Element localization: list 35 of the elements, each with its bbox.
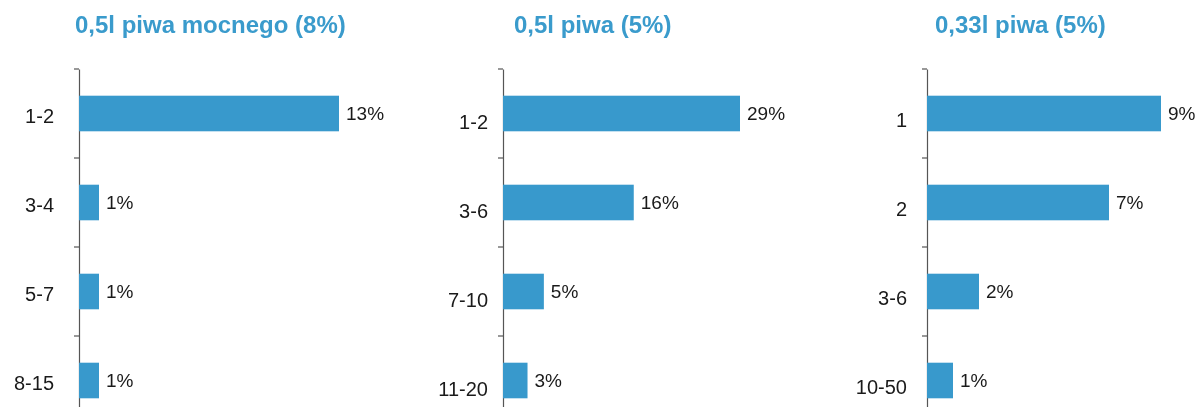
chart-title: 0,5l piwa (5%) [514,11,672,38]
data-label: 9% [1168,103,1196,125]
bar [503,362,528,399]
y-tick-label: 1 [895,108,907,131]
y-tick-label: 11-20 [438,377,488,400]
y-tick-label: 10-50 [855,375,907,398]
bar [927,362,953,399]
data-label: 2% [986,281,1014,303]
data-label: 13% [346,103,385,125]
bar [927,95,1161,132]
y-tick-label: 3-4 [25,193,54,216]
y-tick-label: 1-2 [459,110,488,133]
data-label: 1% [106,281,134,303]
y-tick-label: 7-10 [447,288,488,311]
y-tick-label: 3-6 [878,286,907,309]
bar [503,95,740,132]
bar [927,184,1109,221]
data-label: 5% [550,281,579,303]
bar [503,273,544,310]
chart-title: 0,33l piwa (5%) [935,11,1106,38]
y-tick-label: 2 [895,197,907,220]
bar [503,184,634,221]
data-label: 7% [1116,192,1144,214]
data-label: 1% [106,192,134,214]
y-tick-label: 8-15 [13,371,54,394]
y-tick-label: 1-2 [25,104,54,127]
data-label: 3% [534,370,563,392]
bar [927,273,979,310]
y-tick-label: 5-7 [25,282,54,305]
data-label: 29% [747,103,786,125]
data-label: 1% [106,370,134,392]
y-tick-label: 3-6 [459,199,488,222]
data-label: 16% [640,192,679,214]
data-label: 1% [960,370,988,392]
chart-title: 0,5l piwa mocnego (8%) [75,11,346,38]
